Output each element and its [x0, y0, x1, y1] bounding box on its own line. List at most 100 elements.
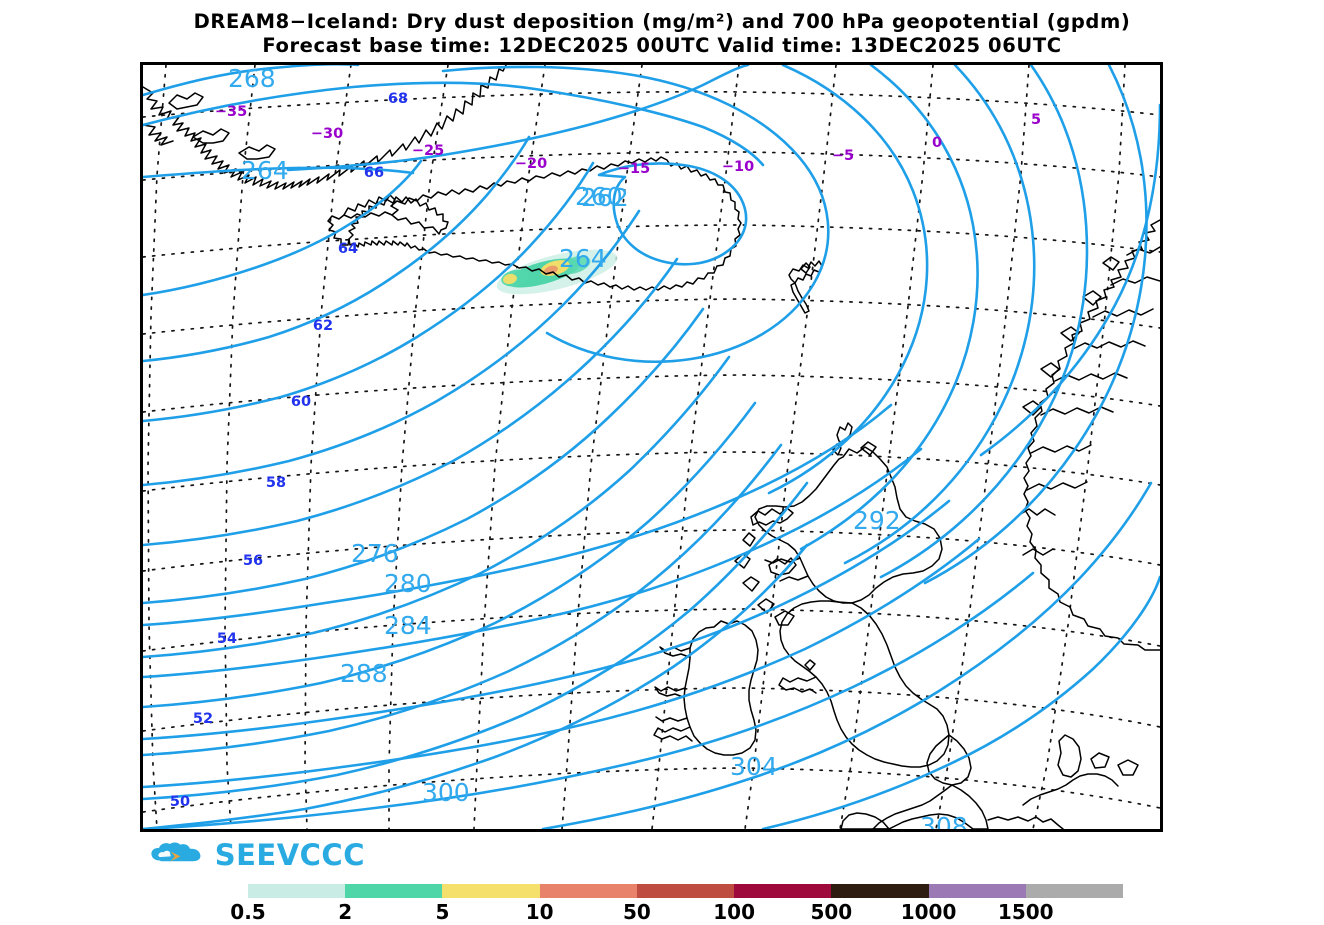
coastline-hebrides-1 — [742, 532, 756, 547]
contour-288-right — [979, 103, 1160, 457]
coastline-norway-sw-detail2 — [1022, 548, 1054, 556]
coastline-hebrides-4 — [757, 598, 775, 614]
colorbar-segment — [928, 884, 1026, 898]
coastline-norway-fjord2 — [1110, 276, 1160, 286]
coastline-greenland-inlet4 — [238, 144, 276, 160]
contour-label-288: 288 — [340, 659, 388, 688]
colorbar-tick-label: 100 — [713, 900, 755, 924]
contour-304-uk — [143, 537, 981, 789]
coastline-skye — [768, 557, 797, 576]
coastline-norway-island5 — [1022, 400, 1042, 416]
contour-label-308: 308 — [920, 812, 968, 829]
coastline-denmark — [1057, 734, 1082, 778]
dust-band-5b — [503, 273, 517, 285]
map-panel: 268 264 262 260 264 276 280 284 288 292 … — [140, 62, 1163, 832]
coastline-greenland — [143, 65, 507, 190]
colorbar-tick-labels: 0.5 2 5 10 50 100 500 1000 1500 — [218, 900, 1158, 925]
coastline-norway-fjord4 — [1072, 340, 1146, 350]
contour-labels: 268 264 262 260 264 276 280 284 288 292 … — [228, 65, 968, 829]
coastline-norway-fjord7 — [1030, 444, 1092, 454]
graticule-parallels — [143, 90, 1160, 813]
contour-264-zonal — [143, 159, 423, 297]
coastline-iceland-nw-fjords — [327, 211, 393, 246]
coastline-norway-fjord8 — [1026, 481, 1088, 491]
coastline-ireland — [683, 620, 759, 756]
coastline-norway-fjord3 — [1092, 308, 1154, 318]
coastline-norway-sw-detail — [1018, 508, 1056, 516]
coastline-ireland-w — [654, 686, 686, 698]
contour-label-292: 292 — [853, 506, 901, 535]
contour-label-262: 262 — [581, 183, 629, 212]
contour-296-zonal — [143, 443, 783, 757]
contour-284 — [923, 65, 1148, 585]
coastline-scotland-fjord2 — [779, 575, 809, 582]
contour-260-low — [597, 162, 748, 266]
colorbar-tick-label: 5 — [435, 900, 450, 924]
colorbar-tick-label: 1500 — [997, 900, 1054, 924]
title-line-primary: DREAM8−Iceland: Dry dust deposition (mg/… — [193, 10, 1131, 33]
coastline-hebrides-3 — [742, 576, 760, 592]
coastline-ireland-sw — [653, 726, 693, 742]
contour-label-260: 260 — [575, 182, 623, 211]
contour-280 — [879, 65, 1089, 579]
lon-label-0: 0 — [932, 135, 942, 151]
contour-272 — [799, 65, 979, 551]
colorbar-segment — [345, 884, 443, 898]
coastline-denmark-2 — [1117, 759, 1139, 776]
contour-276-zonal — [143, 209, 641, 487]
colorbar-tick-label: 500 — [810, 900, 853, 924]
contour-280-zonal — [143, 257, 679, 547]
cloud-arrow-icon — [151, 842, 201, 862]
contour-label-300: 300 — [422, 778, 470, 807]
lon-label--35: −35 — [215, 104, 247, 120]
coastline-norway-island3 — [1060, 326, 1080, 342]
colorbar-segment — [442, 884, 540, 898]
colorbar-segment — [539, 884, 637, 898]
colorbar-segment — [734, 884, 832, 898]
contour-label-280: 280 — [384, 569, 432, 598]
map-canvas: 268 264 262 260 264 276 280 284 288 292 … — [143, 65, 1160, 829]
lat-label-56: 56 — [243, 553, 263, 569]
coastline-england-se — [926, 734, 972, 786]
contour-300-uk — [143, 499, 951, 741]
colorbar-tick-label: 50 — [622, 900, 651, 924]
lon-label--30: −30 — [311, 126, 343, 142]
contour-272-zonal — [143, 161, 595, 423]
latitude-labels: 68 66 64 62 60 58 56 54 52 50 — [170, 91, 408, 810]
dust-deposition-plume — [496, 249, 618, 295]
contour-264-left — [143, 166, 415, 179]
colorbar-tick-label: 10 — [525, 900, 554, 924]
coastline-lowlands — [1022, 773, 1119, 806]
coastline-france-channel — [987, 816, 1064, 829]
coastline-denmark-islands — [1090, 752, 1110, 769]
coastline-greenland-inlet3 — [192, 128, 230, 144]
lat-label-68: 68 — [388, 91, 408, 107]
lon-label--25: −25 — [412, 143, 444, 159]
contour-268 — [143, 65, 360, 97]
contour-268-ring — [767, 65, 929, 495]
contour-label-304: 304 — [730, 752, 778, 781]
coastline-norway-fjord6 — [1040, 406, 1114, 416]
cloud-highlight — [158, 850, 171, 858]
coastline-norway — [1023, 219, 1160, 651]
lon-label--20: −20 — [515, 156, 547, 172]
contour-label-276: 276 — [351, 539, 399, 568]
lon-label--10: −10 — [722, 159, 754, 175]
colorbar-segment — [1025, 884, 1123, 898]
contour-label-284: 284 — [384, 611, 432, 640]
lat-label-58: 58 — [266, 475, 286, 491]
lon-label--15: −15 — [618, 161, 650, 177]
title-line-times: Forecast base time: 12DEC2025 00UTC Vali… — [262, 34, 1062, 57]
lat-label-66: 66 — [364, 165, 384, 181]
coastline-orkney — [860, 441, 877, 456]
coastline-ireland-nw — [659, 646, 691, 658]
coastline-scotland — [750, 507, 794, 526]
contour-308-se — [541, 481, 1153, 829]
coastline-brittany — [840, 812, 890, 829]
lat-label-64: 64 — [338, 241, 358, 257]
contour-label-264-nw: 264 — [241, 156, 289, 185]
colorbar-strip — [248, 884, 1123, 898]
coastline-norway-island2 — [1082, 290, 1102, 306]
coastline-faroe-islands — [788, 260, 823, 314]
